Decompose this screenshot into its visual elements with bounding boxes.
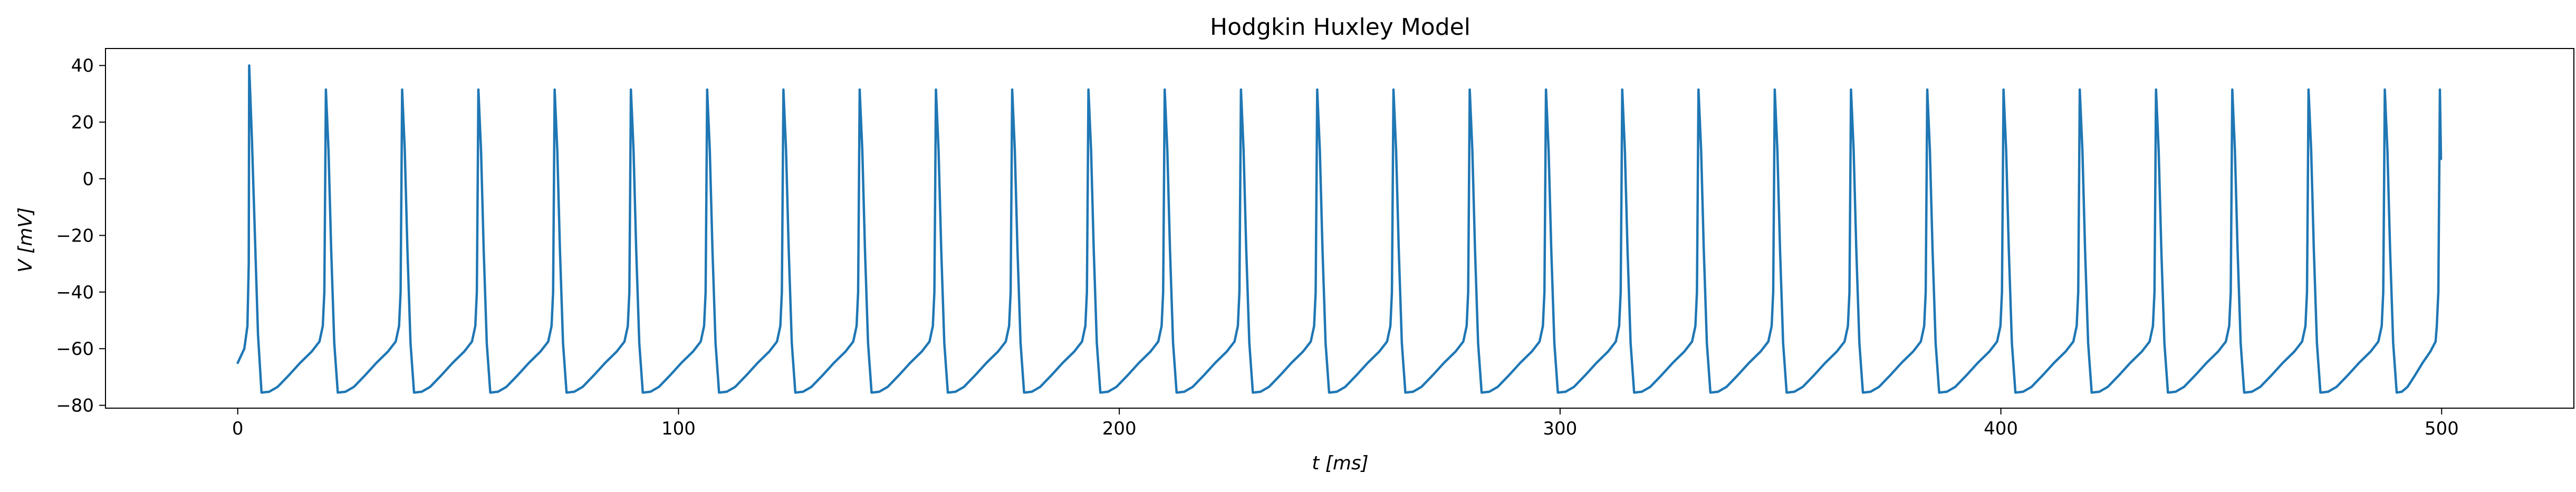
y-tick-label: 20 bbox=[71, 112, 94, 133]
x-tick-label: 400 bbox=[1984, 418, 2018, 439]
voltage-trace-line bbox=[236, 64, 2443, 394]
x-tick-label: 200 bbox=[1102, 418, 1137, 439]
plot-layer: 0 100 200 300 400 500 −80 −60 −40 −20 0 20 40 bbox=[56, 48, 2574, 439]
y-tick-label: −20 bbox=[56, 225, 94, 246]
y-tick-label: −60 bbox=[56, 339, 94, 360]
y-axis-label: V [mV] bbox=[15, 207, 36, 273]
x-tick-label: 500 bbox=[2425, 418, 2459, 439]
y-tick-label: 40 bbox=[71, 55, 94, 76]
y-tick-label: −40 bbox=[56, 282, 94, 303]
x-tick-label: 100 bbox=[661, 418, 696, 439]
y-tick-label: −80 bbox=[56, 395, 94, 417]
x-axis-label: t [ms] bbox=[1312, 452, 1368, 474]
plot-frame bbox=[105, 48, 2574, 409]
x-tick-label: 300 bbox=[1543, 418, 1577, 439]
chart-title: Hodgkin Huxley Model bbox=[1210, 14, 1470, 41]
x-tick-label: 0 bbox=[232, 418, 244, 439]
y-tick-label: 0 bbox=[82, 169, 94, 190]
